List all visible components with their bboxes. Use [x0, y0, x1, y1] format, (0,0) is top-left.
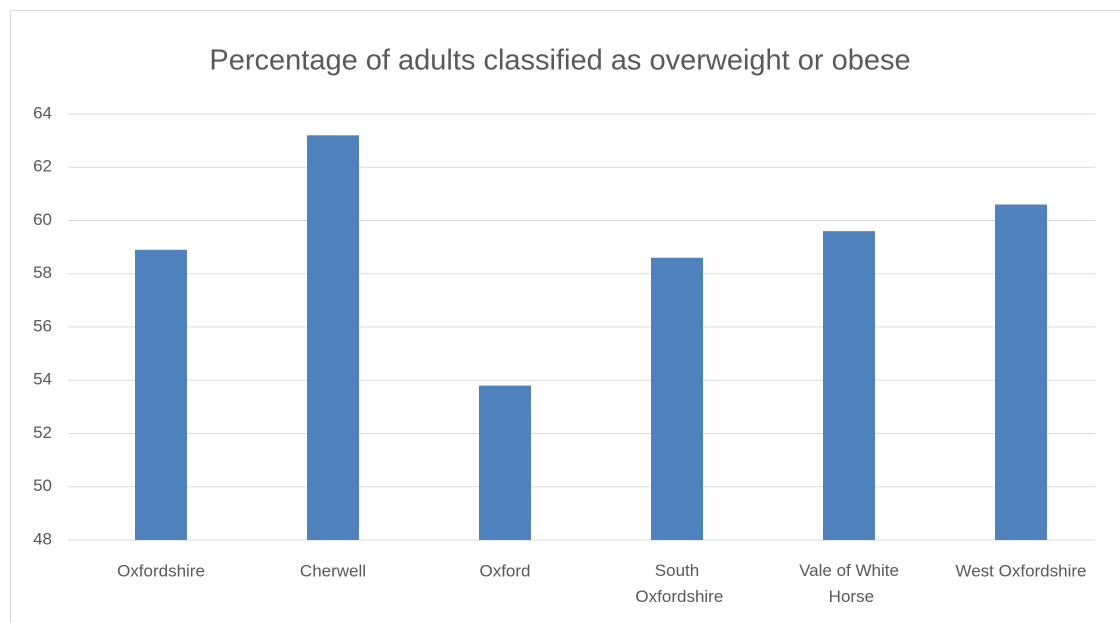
y-tick-label: 58: [33, 263, 52, 282]
y-tick-label: 60: [33, 210, 52, 229]
y-tick-label: 64: [33, 103, 52, 122]
y-tick-label: 62: [33, 157, 52, 176]
y-tick-label: 54: [33, 370, 52, 389]
bar: [651, 257, 703, 540]
bar: [995, 204, 1047, 540]
chart-title: Percentage of adults classified as overw…: [209, 45, 910, 77]
bar: [307, 135, 359, 541]
x-tick-label: Vale of White Horse: [799, 561, 899, 606]
y-tick-label: 50: [33, 476, 52, 495]
x-tick-label: Oxford: [479, 561, 530, 580]
bar: [823, 231, 875, 540]
x-tick-label: West Oxfordshire: [955, 561, 1086, 580]
y-tick-label: 48: [33, 529, 52, 548]
x-tick-label: Cherwell: [300, 561, 366, 580]
y-tick-label: 56: [33, 316, 52, 335]
bar: [479, 385, 531, 540]
chart-frame: [10, 10, 1120, 623]
y-tick-label: 52: [33, 423, 52, 442]
x-tick-label: Oxfordshire: [117, 561, 205, 580]
x-tick-label: South Oxfordshire: [631, 561, 724, 606]
bar: [135, 249, 187, 540]
